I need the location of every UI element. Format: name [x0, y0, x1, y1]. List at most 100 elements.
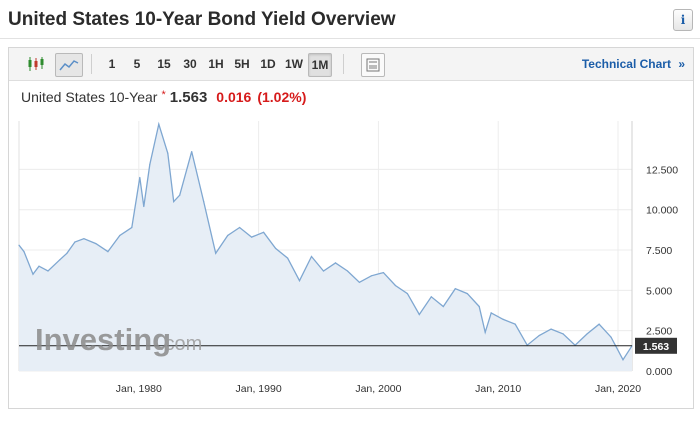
data-point	[131, 226, 133, 229]
quote-header: United States 10-Year * 1.563 0.016 (1.0…	[21, 89, 306, 106]
data-point	[66, 252, 68, 254]
price-change-percent: (1.02%)	[257, 89, 307, 105]
data-point	[586, 333, 588, 335]
timeframe-1w[interactable]: 1W	[285, 57, 303, 71]
data-point	[466, 293, 468, 295]
data-point	[251, 236, 253, 238]
line-chart-icon[interactable]	[55, 53, 83, 77]
settings-glyph	[366, 58, 380, 72]
instrument-name: United States 10-Year	[21, 89, 158, 105]
data-point	[23, 251, 25, 253]
price-change: 0.016	[216, 89, 252, 105]
data-point	[418, 313, 420, 316]
data-point	[275, 247, 277, 249]
data-point	[107, 251, 109, 253]
data-point	[191, 151, 193, 153]
timeframe-1h[interactable]: 1H	[208, 57, 224, 71]
watermark-suffix: .com	[159, 333, 202, 355]
investing-watermark: Investing .com	[35, 322, 202, 357]
data-point	[32, 273, 34, 275]
y-tick-label: 7.500	[646, 245, 672, 257]
page-title: United States 10-Year Bond Yield Overvie…	[8, 9, 396, 30]
technical-chart-link[interactable]: Technical Chart »	[582, 57, 685, 71]
data-point	[430, 296, 432, 298]
x-tick-label: Jan, 2000	[355, 383, 401, 395]
x-tick-label: Jan, 1990	[236, 383, 282, 395]
series-area	[19, 124, 632, 371]
data-point	[394, 284, 396, 287]
data-point	[598, 323, 600, 325]
data-point	[358, 281, 360, 283]
timeframe-5[interactable]: 5	[133, 57, 141, 71]
timeframe-1m[interactable]: 1M	[308, 53, 332, 77]
data-point	[484, 331, 486, 333]
data-point	[454, 288, 456, 290]
data-point	[478, 305, 480, 308]
watermark-brand: Investing	[35, 322, 171, 357]
data-point	[239, 226, 241, 229]
data-point	[173, 201, 175, 203]
data-point	[203, 201, 205, 203]
x-tick-label: Jan, 2020	[595, 383, 641, 395]
y-tick-label: 0.000	[646, 366, 672, 378]
data-point	[38, 265, 40, 267]
timeframe-5h[interactable]: 5H	[234, 57, 250, 71]
timeframe-30[interactable]: 30	[183, 57, 197, 71]
x-tick-label: Jan, 1980	[116, 383, 162, 395]
data-point	[83, 238, 85, 240]
data-point	[227, 234, 229, 237]
candlestick-chart-icon[interactable]	[25, 53, 47, 75]
chart-toolbar: 1 5 15 30 1H 5H 1D 1W 1M Technical Chart…	[9, 48, 693, 81]
timeframe-15[interactable]: 15	[157, 57, 171, 71]
timeframe-1[interactable]: 1	[108, 57, 116, 71]
info-button[interactable]: i	[673, 9, 693, 31]
data-point	[167, 152, 169, 154]
title-divider	[0, 38, 700, 39]
data-point	[310, 255, 313, 258]
y-tick-label: 2.500	[646, 326, 672, 338]
data-point	[47, 270, 49, 272]
data-point	[346, 270, 349, 272]
data-point	[74, 241, 76, 243]
data-point	[215, 252, 217, 254]
data-point	[610, 336, 612, 338]
data-point	[514, 323, 516, 325]
chart-settings-icon[interactable]	[361, 53, 385, 77]
data-point	[287, 257, 289, 259]
current-price-badge	[635, 337, 677, 354]
x-tick-label: Jan, 2010	[475, 383, 521, 395]
technical-chart-label: Technical Chart	[581, 57, 671, 71]
data-point	[550, 328, 552, 330]
y-tick-label: 12.500	[646, 164, 678, 176]
data-point	[490, 312, 492, 314]
data-point	[382, 272, 384, 274]
toolbar-separator	[91, 54, 92, 74]
data-point	[334, 262, 337, 264]
last-price: 1.563	[169, 89, 208, 106]
data-point	[298, 280, 301, 282]
data-point	[18, 244, 20, 246]
data-point	[139, 176, 141, 179]
data-point	[143, 205, 145, 208]
candlestick-glyph	[28, 57, 44, 71]
data-point	[263, 231, 265, 233]
data-point	[502, 318, 504, 320]
chart-axes: 12.500 10.000 7.500 5.000 2.500 0.000 Jan, 198…	[116, 164, 679, 395]
data-point	[322, 270, 325, 272]
chart-widget: 1 5 15 30 1H 5H 1D 1W 1M Technical Chart…	[8, 47, 694, 409]
delayed-marker: *	[161, 89, 166, 101]
data-point	[370, 275, 372, 277]
data-point	[538, 334, 540, 337]
timeframe-1d[interactable]: 1D	[260, 57, 276, 71]
data-point	[158, 123, 160, 125]
chart-plot	[18, 121, 633, 371]
data-point	[406, 293, 408, 295]
y-tick-label: 10.000	[646, 205, 678, 217]
data-point	[442, 305, 444, 308]
toolbar-separator	[343, 54, 344, 74]
line-glyph	[59, 60, 79, 71]
price-chart[interactable]: Investing .com 12.500 10.000 7.500 5.000 2.5…	[9, 116, 693, 406]
data-point	[59, 259, 61, 261]
data-point	[119, 234, 121, 237]
chevron-right-icon: »	[678, 57, 685, 71]
